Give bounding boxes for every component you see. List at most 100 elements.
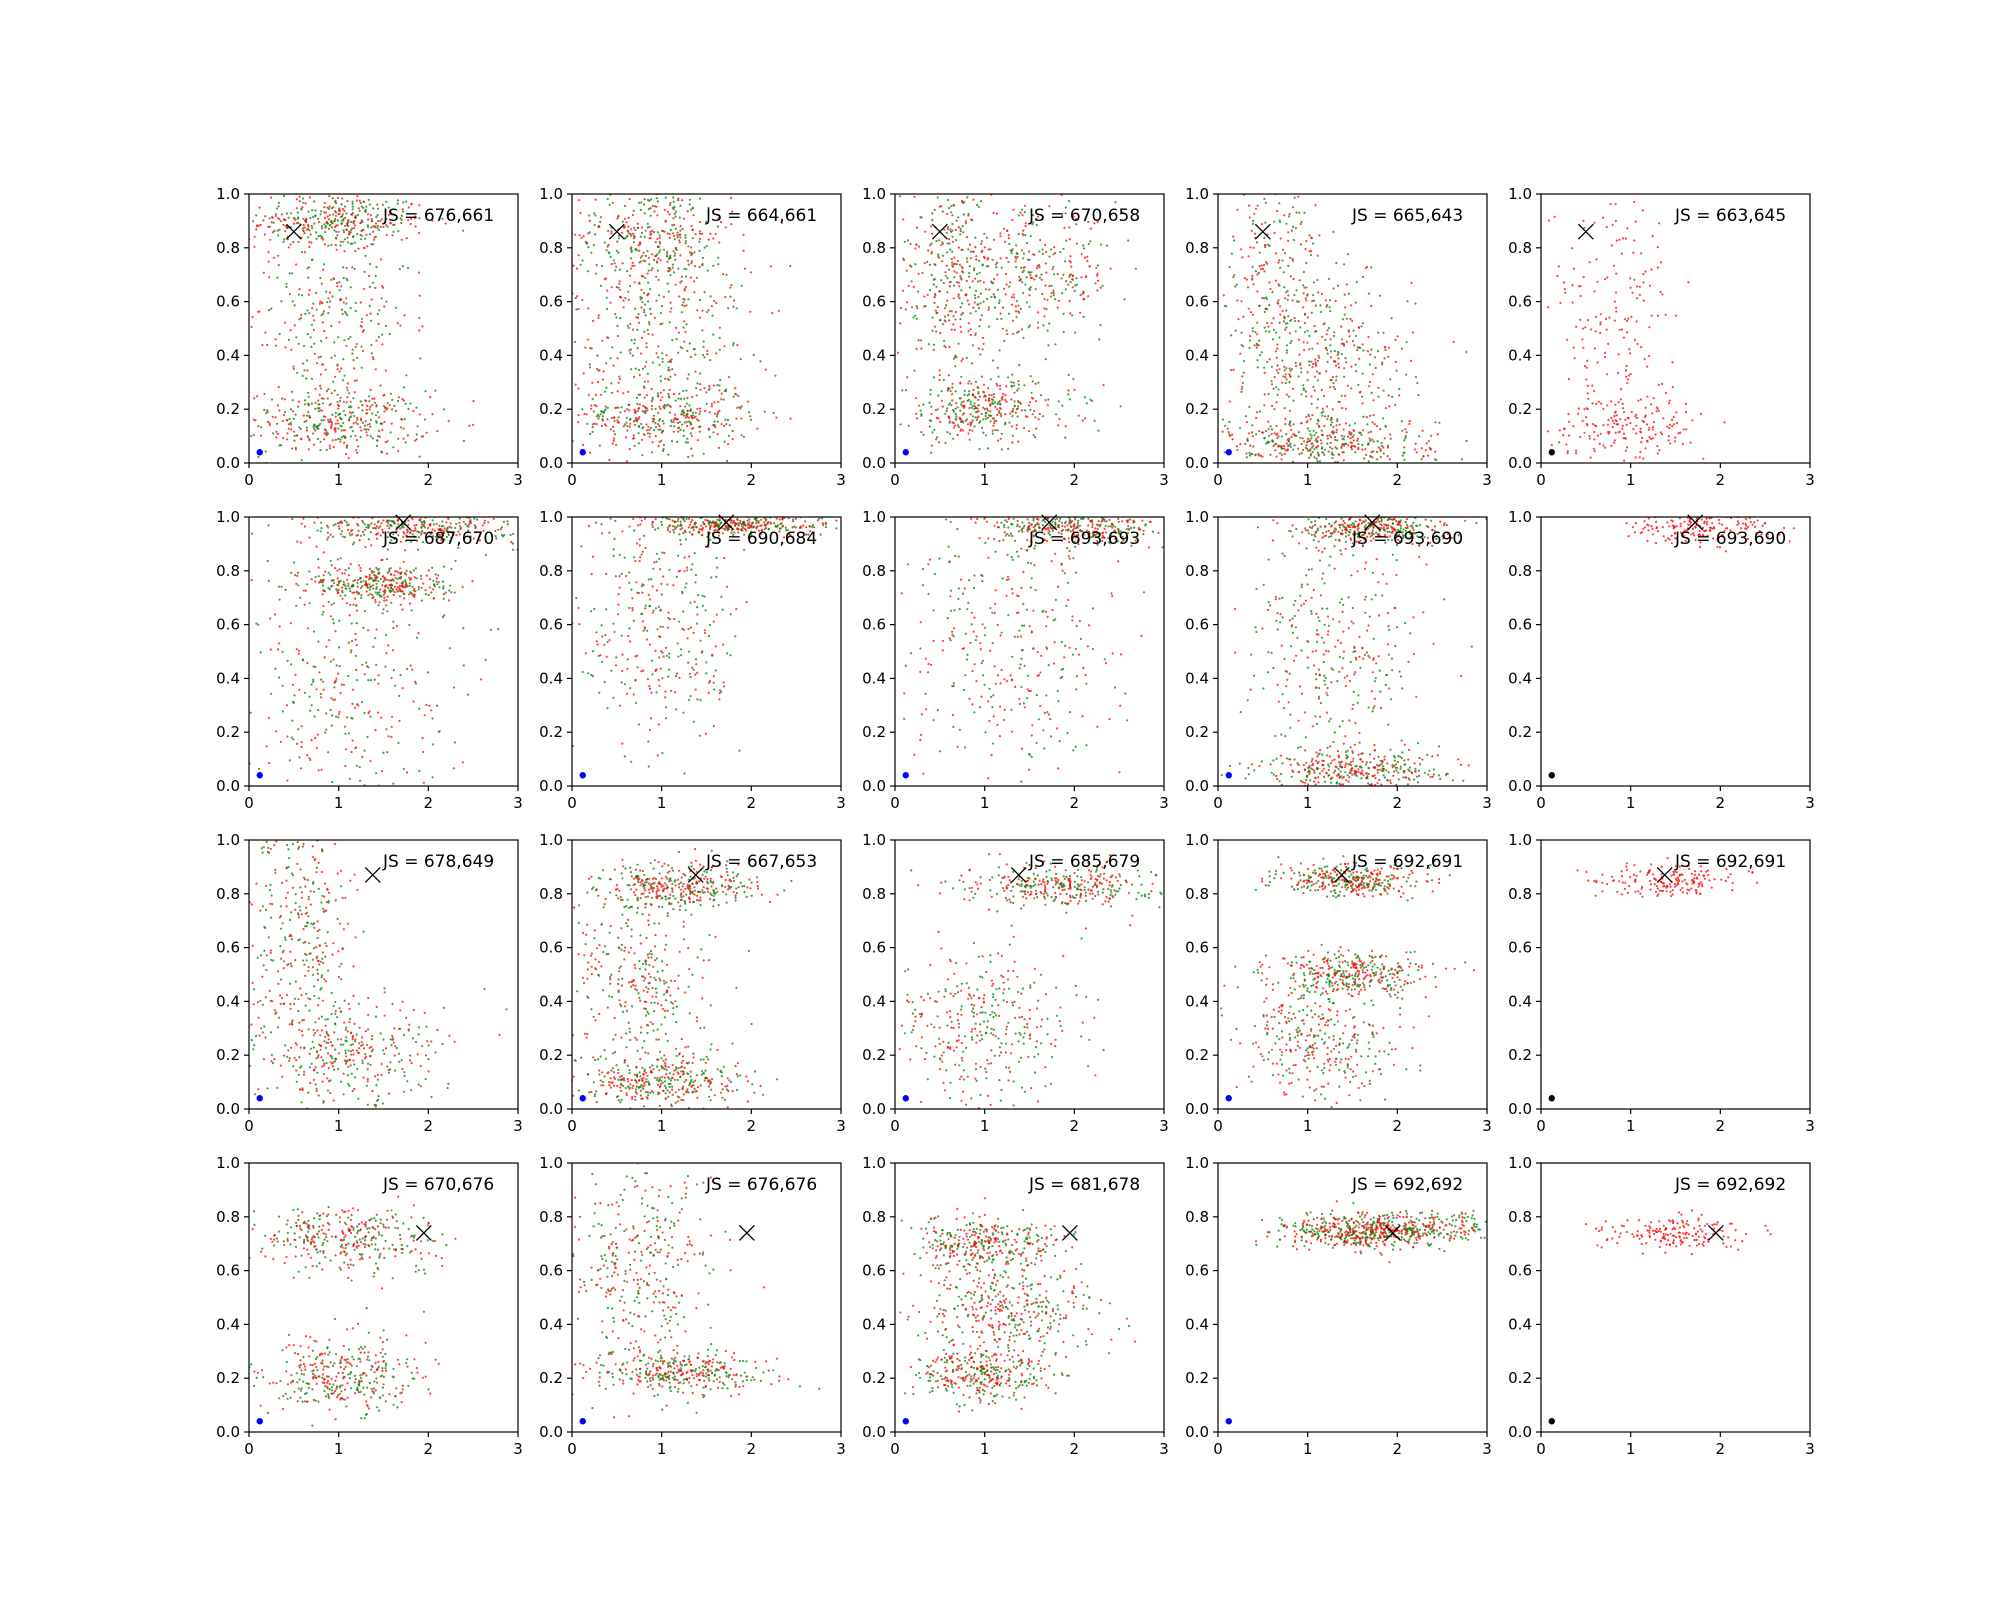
data-point — [1259, 454, 1262, 457]
data-point — [298, 288, 301, 291]
data-point — [1248, 204, 1251, 207]
data-point — [1069, 312, 1072, 315]
data-point — [618, 377, 622, 381]
data-point — [282, 218, 285, 221]
data-point — [1283, 369, 1286, 372]
data-point — [1410, 281, 1413, 284]
data-point — [590, 251, 593, 254]
data-point — [679, 236, 682, 239]
data-point — [338, 289, 341, 292]
data-point — [289, 421, 292, 424]
data-point — [914, 247, 917, 250]
data-point — [315, 231, 318, 234]
data-point — [443, 527, 446, 530]
data-point — [261, 344, 264, 347]
data-point — [1623, 459, 1626, 462]
data-point — [1659, 261, 1662, 264]
data-point — [376, 593, 379, 596]
data-point — [402, 531, 405, 534]
data-point — [382, 580, 385, 583]
data-point — [1622, 336, 1625, 339]
data-point — [370, 226, 373, 229]
data-point — [987, 248, 990, 251]
data-point — [637, 432, 640, 435]
data-point — [605, 386, 608, 389]
data-point — [1312, 362, 1315, 366]
data-point — [665, 404, 668, 407]
data-point — [1349, 433, 1352, 436]
data-point — [1022, 257, 1025, 260]
data-point — [716, 420, 719, 423]
data-point — [1308, 360, 1311, 363]
data-point — [1675, 411, 1678, 414]
data-point — [1643, 420, 1646, 423]
data-point — [293, 434, 296, 437]
data-point — [1018, 311, 1021, 314]
data-point — [1234, 329, 1237, 332]
data-point — [1325, 370, 1328, 373]
data-point — [1572, 346, 1575, 349]
data-point — [684, 236, 687, 239]
data-point — [337, 525, 340, 528]
data-point — [474, 527, 477, 530]
data-point — [683, 305, 686, 308]
data-point — [421, 435, 424, 438]
data-point — [668, 388, 671, 391]
data-point — [684, 240, 687, 243]
data-point — [1342, 428, 1345, 431]
data-point — [441, 534, 444, 537]
data-point — [1675, 422, 1679, 425]
data-point — [966, 260, 969, 263]
data-point — [1408, 422, 1411, 426]
data-point — [1015, 257, 1018, 260]
data-point — [931, 431, 934, 434]
data-point — [319, 276, 322, 280]
data-point — [1316, 418, 1320, 421]
data-point — [595, 264, 598, 267]
data-point — [325, 336, 328, 339]
data-point — [1343, 367, 1346, 370]
data-point — [636, 249, 639, 252]
data-point — [1319, 304, 1322, 307]
data-point — [1287, 231, 1290, 234]
data-point — [382, 531, 385, 534]
data-point — [749, 310, 752, 313]
data-point — [650, 408, 654, 411]
data-point — [402, 586, 405, 589]
x-tick-label: 0 — [890, 471, 900, 489]
data-point — [390, 578, 393, 582]
data-point — [330, 564, 333, 567]
data-point — [706, 269, 709, 272]
data-point — [769, 265, 772, 268]
data-point — [1605, 226, 1608, 229]
data-point — [669, 256, 672, 259]
data-point — [371, 571, 374, 575]
data-point — [327, 207, 331, 210]
data-point — [643, 396, 646, 399]
data-point — [370, 319, 373, 322]
data-point — [1656, 407, 1659, 410]
data-point — [1001, 327, 1004, 330]
data-point — [980, 242, 983, 245]
data-point — [360, 366, 363, 369]
data-point — [653, 210, 656, 213]
data-point — [296, 434, 299, 437]
data-point — [263, 408, 266, 411]
data-point — [1252, 219, 1255, 222]
data-point — [1251, 424, 1254, 427]
data-point — [1046, 404, 1049, 407]
data-point — [336, 281, 339, 285]
data-point — [694, 411, 697, 414]
data-point — [313, 342, 316, 345]
data-point — [685, 420, 688, 423]
data-point — [976, 203, 979, 207]
data-point — [385, 520, 388, 524]
data-point — [673, 254, 676, 257]
data-point — [1271, 338, 1274, 341]
data-point — [384, 406, 387, 409]
data-point — [1079, 293, 1082, 297]
data-point — [1293, 317, 1296, 320]
data-point — [1061, 214, 1064, 218]
data-point — [639, 208, 642, 211]
data-point — [512, 532, 515, 536]
